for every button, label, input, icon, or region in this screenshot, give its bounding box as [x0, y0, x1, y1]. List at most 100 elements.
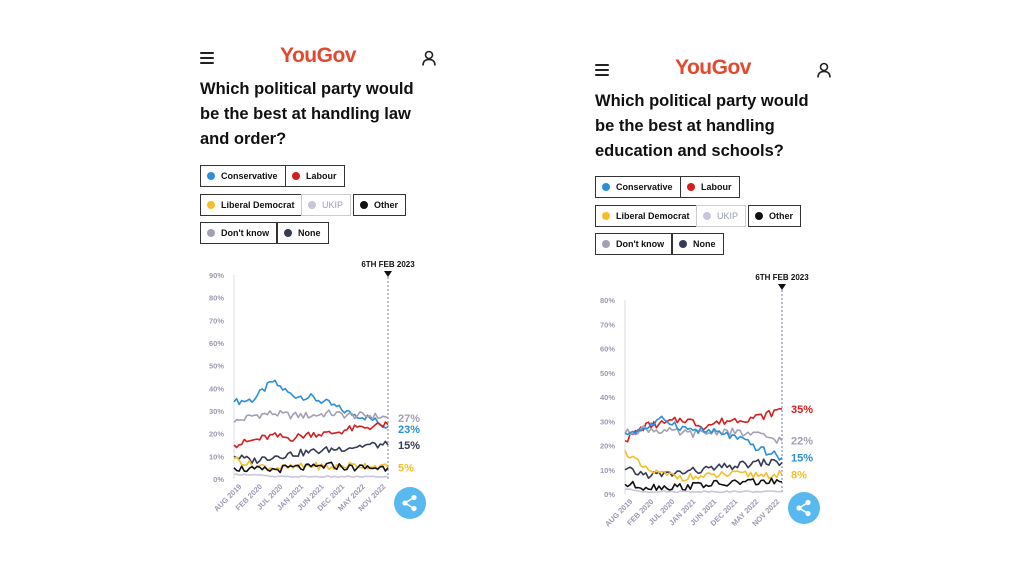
- question-line: and order?: [200, 130, 287, 148]
- share-icon: [796, 499, 811, 517]
- series-line-other: [624, 477, 783, 491]
- legend-none-button[interactable]: None: [672, 233, 724, 255]
- share-icon: [402, 494, 417, 512]
- legend-label: Labour: [701, 182, 732, 192]
- date-marker-label: 6TH FEB 2023: [361, 260, 415, 269]
- legend-labour-button[interactable]: Labour: [680, 176, 740, 198]
- legend-label: Other: [769, 211, 794, 221]
- dont-know-dot-icon: [207, 229, 215, 237]
- legend-label: Liberal Democrat: [221, 200, 295, 210]
- none-dot-icon: [679, 240, 687, 248]
- panel-law-and-order: YouGov Which political party would be th…: [200, 44, 436, 534]
- share-button[interactable]: [788, 492, 820, 524]
- legend-dont-know-button[interactable]: Don't know: [595, 233, 673, 255]
- user-icon[interactable]: [422, 50, 436, 66]
- yougov-logo[interactable]: YouGov: [280, 44, 356, 67]
- y-tick-label: 30%: [600, 417, 615, 426]
- legend-none-button[interactable]: None: [277, 222, 329, 244]
- legend-libdem-button[interactable]: Liberal Democrat: [595, 205, 698, 227]
- series-line-dont-know: [233, 409, 389, 423]
- series-line-none: [624, 458, 783, 479]
- other-dot-icon: [360, 201, 368, 209]
- conservative-dot-icon: [602, 183, 610, 191]
- y-tick-label: 40%: [600, 393, 615, 402]
- question-title: Which political party would be the best …: [200, 77, 436, 152]
- end-label-conservative: 23%: [398, 424, 420, 436]
- y-tick-label: 70%: [209, 316, 224, 325]
- question-line: Which political party would: [595, 92, 809, 110]
- legend-label: Labour: [306, 171, 337, 181]
- series-line-libdem: [624, 450, 783, 482]
- legend-ukip-button[interactable]: UKIP: [696, 205, 747, 227]
- end-label-none: 15%: [398, 440, 420, 452]
- series-line-labour: [624, 407, 783, 443]
- end-label-dont-know: 27%: [398, 413, 420, 425]
- series-line-labour: [233, 421, 389, 449]
- y-tick-label: 80%: [600, 296, 615, 305]
- legend-labour-button[interactable]: Labour: [285, 165, 345, 187]
- none-dot-icon: [284, 229, 292, 237]
- series-line-none: [233, 440, 389, 465]
- ukip-dot-icon: [703, 212, 711, 220]
- y-tick-label: 50%: [209, 362, 224, 371]
- legend-conservative-button[interactable]: Conservative: [200, 165, 286, 187]
- end-label-libdem: 5%: [398, 463, 414, 475]
- legend-label: Don't know: [616, 239, 665, 249]
- panel-education: YouGov Which political party would be th…: [595, 56, 831, 536]
- hamburger-icon[interactable]: [200, 52, 214, 64]
- series-line-ukip: [233, 473, 389, 479]
- series-line-other: [233, 461, 389, 474]
- series-line-dont-know: [624, 425, 783, 444]
- y-tick-label: 60%: [209, 339, 224, 348]
- legend-other-button[interactable]: Other: [748, 205, 802, 227]
- question-title: Which political party would be the best …: [595, 89, 831, 164]
- question-line: Which political party would: [200, 80, 414, 98]
- legend-label: Conservative: [221, 171, 278, 181]
- libdem-dot-icon: [602, 212, 610, 220]
- legend-dont-know-button[interactable]: Don't know: [200, 222, 278, 244]
- y-tick-label: 90%: [209, 271, 224, 280]
- legend-ukip-button[interactable]: UKIP: [301, 194, 352, 216]
- user-icon[interactable]: [817, 62, 831, 78]
- line-chart: 0%10%20%30%40%50%60%70%80%90%AUG 2019FEB…: [209, 260, 420, 513]
- legend-label: None: [298, 228, 321, 238]
- ukip-dot-icon: [308, 201, 316, 209]
- series-line-conservative: [624, 415, 783, 461]
- libdem-dot-icon: [207, 201, 215, 209]
- y-tick-label: 20%: [209, 430, 224, 439]
- legend-conservative-button[interactable]: Conservative: [595, 176, 681, 198]
- other-dot-icon: [755, 212, 763, 220]
- y-tick-label: 80%: [209, 294, 224, 303]
- dont-know-dot-icon: [602, 240, 610, 248]
- share-button[interactable]: [394, 487, 426, 519]
- date-marker-triangle: [384, 271, 392, 277]
- legend-label: Conservative: [616, 182, 673, 192]
- y-tick-label: 20%: [600, 442, 615, 451]
- top-bar: YouGov: [200, 44, 436, 76]
- legend-libdem-button[interactable]: Liberal Democrat: [200, 194, 303, 216]
- hamburger-icon[interactable]: [595, 64, 609, 76]
- legend-label: Other: [374, 200, 399, 210]
- end-label-labour: 35%: [791, 404, 813, 416]
- y-tick-label: 0%: [213, 475, 224, 484]
- end-label-libdem: 8%: [791, 470, 807, 482]
- y-tick-label: 10%: [600, 466, 615, 475]
- y-tick-label: 10%: [209, 452, 224, 461]
- labour-dot-icon: [687, 183, 695, 191]
- legend-label: Don't know: [221, 228, 270, 238]
- legend-label: None: [693, 239, 716, 249]
- y-tick-label: 0%: [604, 490, 615, 499]
- y-tick-label: 30%: [209, 407, 224, 416]
- y-tick-label: 50%: [600, 369, 615, 378]
- question-line: education and schools?: [595, 142, 784, 160]
- legend-label: UKIP: [322, 200, 344, 210]
- y-tick-label: 40%: [209, 384, 224, 393]
- series-line-conservative: [233, 379, 389, 429]
- date-marker-label: 6TH FEB 2023: [755, 273, 809, 282]
- yougov-logo[interactable]: YouGov: [675, 56, 751, 79]
- y-tick-label: 60%: [600, 345, 615, 354]
- y-tick-label: 70%: [600, 320, 615, 329]
- conservative-dot-icon: [207, 172, 215, 180]
- legend-other-button[interactable]: Other: [353, 194, 407, 216]
